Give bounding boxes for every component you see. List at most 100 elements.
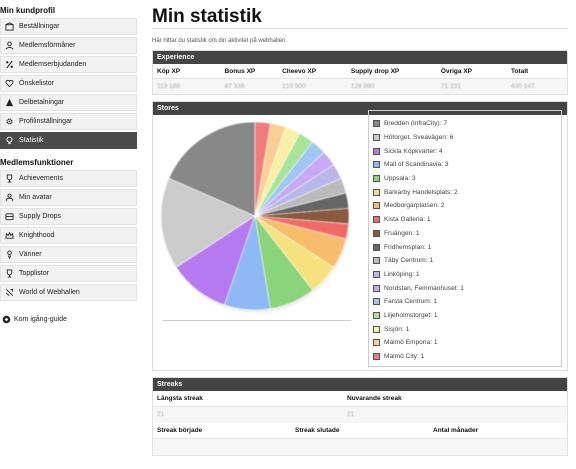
legend-swatch	[373, 284, 380, 292]
sidebar-item-label: Delbetalningar	[19, 99, 65, 106]
main-content: Min statistik Här hittar du statistik om…	[152, 0, 568, 456]
legend-item: Liljeholmstorget: 1	[373, 309, 561, 323]
sidebar-item-supply-drops[interactable]: Supply Drops	[0, 208, 137, 225]
sidebar-item-beställningar[interactable]: Beställningar	[0, 18, 137, 35]
legend-swatch	[373, 353, 380, 361]
page-title: Min statistik	[152, 6, 262, 27]
sidebar-item-vänner[interactable]: Vänner	[0, 246, 137, 263]
box-icon	[4, 22, 14, 32]
sword-icon	[4, 288, 14, 298]
legend-label: Farsta Centrum: 1	[384, 298, 438, 306]
pie-slice	[160, 177, 256, 268]
legend-label: Liljeholmstorget: 1	[384, 311, 438, 319]
pie-slice	[168, 121, 256, 217]
legend-item: Malmö Emporia: 1	[373, 336, 561, 350]
legend-swatch	[373, 161, 380, 169]
legend-item: Fruängen: 1	[373, 227, 561, 241]
streak-header-row-1: Längsta streak Nuvarande streak	[153, 391, 567, 407]
legend-item: Malmö City: 1	[373, 350, 561, 364]
legend-swatch	[373, 120, 380, 128]
title-divider	[152, 28, 568, 29]
sidebar-item-label: Medlemserbjudanden	[19, 61, 87, 68]
legend-label: Sickla Köpkvarter: 4	[384, 147, 443, 155]
experience-column-header: Cheevo XP	[278, 64, 347, 79]
sidebar-item-label: Min avatar	[19, 194, 52, 201]
sidebar-item-knighthood[interactable]: Knighthood	[0, 227, 137, 244]
streak-value-row-2	[153, 439, 567, 455]
pie-slice	[254, 121, 271, 217]
sidebar-item-label: Topplistor	[19, 270, 49, 277]
legend-swatch	[373, 229, 380, 237]
experience-heading: Experience	[153, 51, 567, 64]
user-icon	[4, 41, 14, 51]
legend-item: Sisjön: 1	[373, 322, 561, 336]
experience-value: 128 890	[346, 79, 437, 94]
sidebar-item-delbetalningar[interactable]: Delbetalningar	[0, 94, 137, 111]
legend-item: Barkarby Handelsplats: 2	[373, 185, 561, 199]
functions-heading: Medlemsfunktioner	[0, 158, 74, 167]
sidebar-item-profilinställningar[interactable]: Profilinställningar	[0, 113, 137, 130]
streak-value: 21	[343, 407, 567, 423]
gear-icon	[4, 117, 14, 127]
friends-icon	[4, 250, 14, 260]
streak-header: Längsta streak	[153, 391, 343, 407]
streak-header: Nuvarande streak	[343, 391, 567, 407]
legend-label: Mall of Scandinavia: 3	[384, 161, 449, 169]
legend-item: Bredden (InfraCity): 7	[373, 117, 561, 131]
legend-label: Uppsala: 3	[384, 175, 416, 183]
legend-item: Hötorget, Sveavägen: 6	[373, 131, 561, 145]
experience-column-header: Köp XP	[153, 64, 221, 79]
streak-header-row-2: Streak började Streak slutade Antal månade…	[153, 423, 567, 439]
legend-label: Nordstan, Femmanhuset: 1	[384, 284, 464, 292]
sidebar-item-medlemserbjudanden[interactable]: Medlemserbjudanden	[0, 56, 137, 73]
stores-pie-chart	[159, 120, 354, 321]
legend-swatch	[373, 270, 380, 278]
sidebar-item-label: Önskelistor	[19, 80, 55, 87]
experience-value: 113 188	[153, 79, 221, 94]
streaks-heading: Streaks	[153, 378, 567, 391]
sidebar-item-medlemsförmåner[interactable]: Medlemsförmåner	[0, 37, 137, 54]
sidebar-item-label: Vänner	[19, 251, 42, 258]
heart-icon	[4, 79, 14, 89]
streak-value	[429, 439, 567, 455]
experience-value: 71 231	[436, 79, 507, 94]
legend-item: Sickla Köpkvarter: 4	[373, 144, 561, 158]
experience-header-row: Köp XP Bonus XP Cheevo XP Supply drop XP Övr…	[153, 64, 567, 79]
sidebar-item-label: Profilinställningar	[19, 118, 73, 125]
legend-swatch	[373, 311, 380, 319]
sidebar-item-statistik[interactable]: Statistik	[0, 132, 137, 149]
stores-heading: Stores	[153, 102, 567, 115]
sidebar-item-label: Medlemsförmåner	[19, 42, 76, 49]
legend-item: Nordstan, Femmanhuset: 1	[373, 281, 561, 295]
experience-value-row: 113 188 47 336 210 500 128 890 71 231 430 147	[153, 79, 567, 94]
streak-header: Streak började	[153, 423, 291, 439]
sidebar-item-label: Achievements	[19, 175, 63, 182]
legend-label: Malmö City: 1	[384, 353, 425, 361]
sidebar-item-world-of-webhallen[interactable]: World of Webhallen	[0, 284, 137, 301]
legend-swatch	[373, 134, 380, 142]
legend-swatch	[373, 298, 380, 306]
legend-swatch	[373, 325, 380, 333]
experience-column-header: Supply drop XP	[346, 64, 437, 79]
sidebar-item-label: Knighthood	[19, 232, 55, 239]
sidebar-item-achievements[interactable]: Achievements	[0, 170, 137, 187]
guide-link[interactable]: Kom igång-guide	[0, 315, 137, 324]
stores-panel: Stores Bredden (InfraCity): 7 Hötorget, S…	[152, 101, 568, 371]
legend-label: Hötorget, Sveavägen: 6	[384, 134, 454, 142]
legend-label: Bredden (InfraCity): 7	[384, 120, 448, 128]
legend-label: Kista Galleria: 1	[384, 216, 431, 224]
legend-swatch	[373, 339, 380, 347]
sidebar-item-önskelistor[interactable]: Önskelistor	[0, 75, 137, 92]
legend-swatch	[373, 175, 380, 183]
guide-label: Kom igång-guide	[14, 316, 67, 323]
legend-item: Kista Galleria: 1	[373, 213, 561, 227]
sidebar-item-topplistor[interactable]: Topplistor	[0, 265, 137, 282]
streak-header: Antal månader	[429, 423, 567, 439]
trophy-icon	[4, 269, 14, 279]
experience-value: 430 147	[506, 79, 567, 94]
legend-item: Uppsala: 3	[373, 172, 561, 186]
sidebar-item-label: World of Webhallen	[19, 289, 80, 296]
legend-item: Täby Centrum: 1	[373, 254, 561, 268]
avatar-icon	[4, 193, 14, 203]
sidebar-item-min-avatar[interactable]: Min avatar	[0, 189, 137, 206]
